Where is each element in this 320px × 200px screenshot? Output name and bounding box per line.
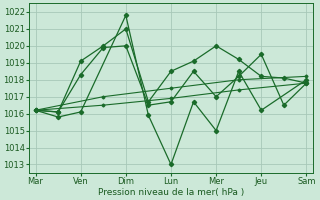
X-axis label: Pression niveau de la mer( hPa ): Pression niveau de la mer( hPa ) [98,188,244,197]
